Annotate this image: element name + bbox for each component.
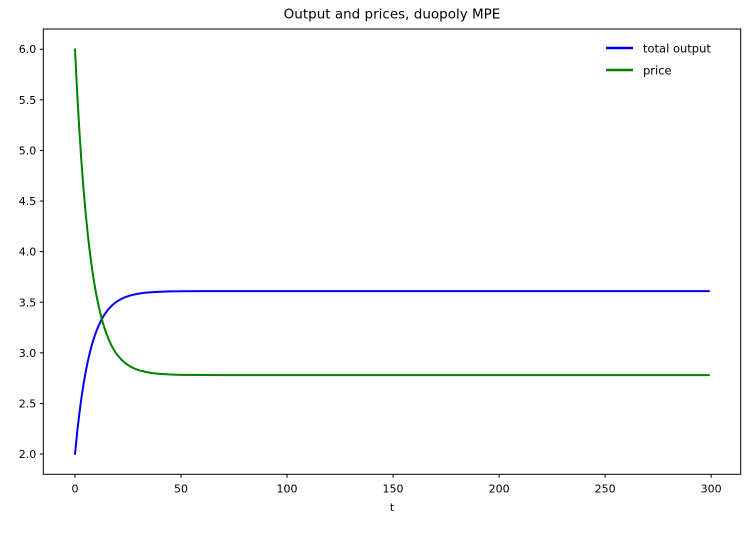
axes-border — [42, 28, 742, 475]
y-tick-label: 4.5 — [19, 195, 37, 208]
x-tick-label: 0 — [72, 482, 79, 495]
x-axis-ticks: 0 50 100 150 200 250 300 — [72, 474, 722, 495]
y-tick-label: 3.0 — [19, 347, 37, 360]
series-lines — [74, 48, 710, 456]
y-tick-label: 6.0 — [19, 43, 37, 56]
legend: total output price — [606, 42, 711, 78]
y-tick-label: 3.5 — [19, 296, 37, 309]
x-tick-label: 150 — [383, 482, 404, 495]
x-tick-label: 50 — [174, 482, 188, 495]
x-tick-label: 100 — [277, 482, 298, 495]
x-tick-label: 250 — [595, 482, 616, 495]
legend-label-price: price — [643, 64, 672, 78]
plot-area — [43, 29, 741, 475]
y-axis-ticks: 2.0 2.5 3.0 3.5 4.0 4.5 5.0 5.5 6.0 — [19, 43, 44, 461]
legend-label-total-output: total output — [643, 42, 711, 56]
y-tick-label: 5.5 — [19, 94, 37, 107]
y-tick-label: 5.0 — [19, 144, 37, 157]
x-tick-label: 300 — [701, 482, 722, 495]
chart-title: Output and prices, duopoly MPE — [284, 7, 501, 23]
series-line-price — [74, 48, 710, 377]
series-line-total-output — [74, 290, 710, 456]
y-tick-label: 2.0 — [19, 448, 37, 461]
x-tick-label: 200 — [489, 482, 510, 495]
y-tick-label: 4.0 — [19, 246, 37, 259]
x-axis-label: t — [390, 501, 395, 514]
y-tick-label: 2.5 — [19, 397, 37, 410]
